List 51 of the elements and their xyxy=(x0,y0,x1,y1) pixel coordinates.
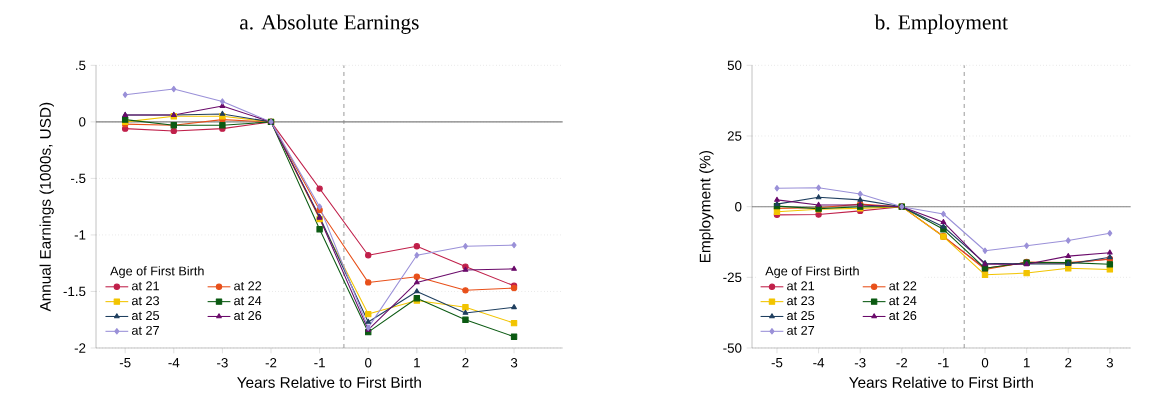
x-tick-label: 0 xyxy=(365,358,372,368)
legend-label: at 25 xyxy=(787,311,815,321)
x-tick-label: 1 xyxy=(414,358,420,368)
x-tick-label: 0 xyxy=(981,358,989,368)
y-axis-title: Employment (%) xyxy=(699,150,714,263)
x-tick-label: -4 xyxy=(813,358,825,368)
legend-label: at 23 xyxy=(131,296,160,306)
y-tick-label: -25 xyxy=(723,272,742,283)
y-tick-label: -1 xyxy=(74,230,86,240)
legend-title: Age of First Birth xyxy=(110,266,204,278)
chart-title: a. Absolute Earnings xyxy=(240,14,419,34)
y-tick-label: 0 xyxy=(79,117,86,127)
legend-label: at 22 xyxy=(234,281,262,291)
y-axis-title: Annual Earnings (1000s, USD) xyxy=(39,102,54,312)
x-tick-label: -5 xyxy=(771,358,783,368)
x-tick-label: -1 xyxy=(938,358,949,368)
legend-label: at 22 xyxy=(889,281,917,291)
x-tick-label: 3 xyxy=(1106,358,1113,368)
x-tick-label: -3 xyxy=(217,358,228,368)
legend-label: at 21 xyxy=(131,281,159,291)
legend-label: at 25 xyxy=(131,311,160,321)
x-tick-label: -1 xyxy=(314,358,325,368)
y-tick-label: 25 xyxy=(727,131,742,141)
y-tick-label: -50 xyxy=(723,343,742,353)
legend-label: at 26 xyxy=(889,311,917,321)
legend-title: Age of First Birth xyxy=(765,266,859,278)
y-tick-label: -.5 xyxy=(70,173,86,184)
x-tick-label: 2 xyxy=(462,358,469,368)
x-tick-label: -4 xyxy=(168,358,180,368)
x-tick-label: -5 xyxy=(119,358,131,368)
x-tick-label: 2 xyxy=(1065,358,1072,368)
x-tick-label: 3 xyxy=(510,358,518,368)
legend-label: at 27 xyxy=(787,325,815,335)
x-tick-label: 1 xyxy=(1023,358,1030,368)
x-tick-label: -3 xyxy=(854,358,866,368)
legend-label: at 24 xyxy=(234,296,262,306)
y-tick-label: -2 xyxy=(74,343,86,353)
y-tick-label: -1.5 xyxy=(63,286,86,297)
x-tick-label: -2 xyxy=(896,358,908,368)
x-axis-title: Years Relative to First Birth xyxy=(849,376,1033,388)
legend-label: at 21 xyxy=(787,281,815,291)
legend-label: at 26 xyxy=(234,311,262,321)
y-tick-label: 0 xyxy=(735,201,742,212)
x-tick-label: -2 xyxy=(265,358,277,368)
chart-title: b. Employment xyxy=(874,14,1008,34)
y-tick-label: 50 xyxy=(727,60,742,71)
legend-label: at 23 xyxy=(787,296,815,306)
x-axis-title: Years Relative to First Birth xyxy=(237,376,421,388)
y-tick-label: .5 xyxy=(76,60,86,70)
legend-label: at 24 xyxy=(889,296,917,306)
legend-label: at 27 xyxy=(131,325,159,335)
